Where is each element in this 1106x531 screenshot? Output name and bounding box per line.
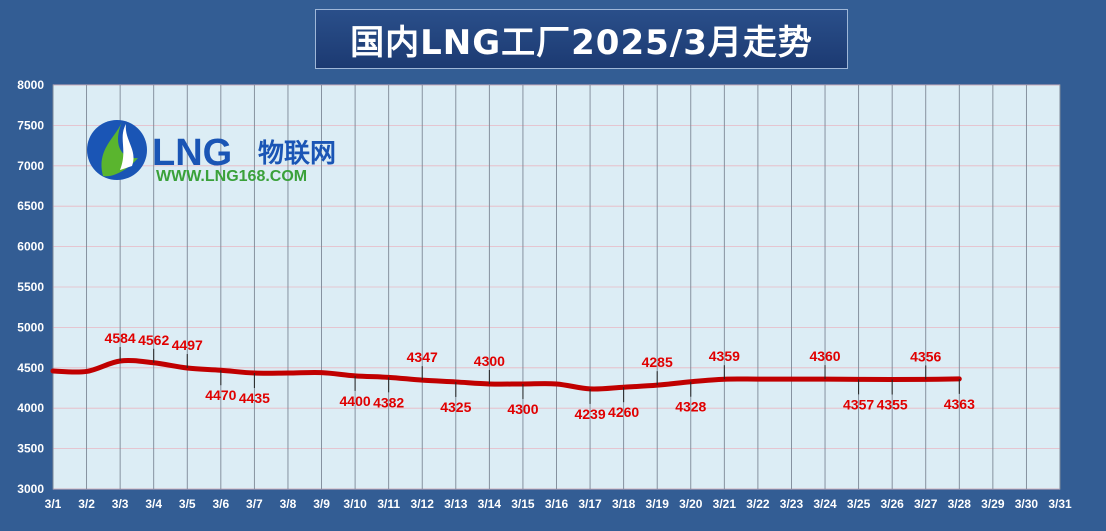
y-tick-label: 6500 — [17, 199, 44, 213]
y-tick-label: 4000 — [17, 401, 44, 415]
lng-logo: LNG 物联网 WWW.LNG168.COM — [87, 120, 336, 185]
logo-url-text: WWW.LNG168.COM — [156, 168, 307, 185]
x-tick-label: 3/2 — [78, 497, 95, 511]
x-tick-label: 3/16 — [545, 497, 569, 511]
y-tick-label: 3500 — [17, 442, 44, 456]
x-tick-label: 3/11 — [377, 497, 400, 511]
x-tick-label: 3/13 — [444, 497, 468, 511]
chart-title-box: 国内LNG工厂2025/3月走势 — [315, 9, 848, 69]
x-tick-label: 3/28 — [948, 497, 972, 511]
data-label: 4355 — [877, 397, 908, 413]
x-tick-label: 3/10 — [343, 497, 367, 511]
y-tick-label: 8000 — [17, 78, 44, 92]
data-label: 4325 — [440, 399, 471, 415]
data-label: 4400 — [340, 393, 371, 409]
y-tick-label: 3000 — [17, 482, 44, 496]
data-label: 4357 — [843, 396, 874, 412]
y-tick-label: 6000 — [17, 240, 44, 254]
chart-title: 国内LNG工厂2025/3月走势 — [350, 22, 813, 63]
data-label: 4328 — [675, 399, 706, 415]
x-tick-label: 3/24 — [813, 497, 837, 511]
data-label: 4300 — [474, 353, 505, 369]
data-label: 4347 — [407, 349, 438, 365]
logo-main-text: LNG — [152, 132, 232, 174]
x-tick-label: 3/18 — [612, 497, 636, 511]
x-tick-label: 3/12 — [411, 497, 435, 511]
data-label: 4435 — [239, 390, 270, 406]
y-axis-ticks: 3000 3500 4000 4500 5000 5500 6000 6500 7000 7500… — [17, 78, 44, 496]
x-tick-label: 3/27 — [914, 497, 938, 511]
y-tick-label: 4500 — [17, 361, 44, 375]
data-label: 4300 — [507, 401, 538, 417]
x-tick-label: 3/29 — [981, 497, 1005, 511]
x-tick-label: 3/7 — [246, 497, 263, 511]
logo-flame-icon — [120, 124, 134, 170]
x-tick-label: 3/4 — [145, 497, 162, 511]
data-label: 4360 — [809, 348, 840, 364]
data-label: 4382 — [373, 394, 404, 410]
x-tick-label: 3/6 — [212, 497, 229, 511]
x-tick-label: 3/8 — [280, 497, 297, 511]
y-tick-label: 5500 — [17, 280, 44, 294]
logo-cn-text: 物联网 — [258, 139, 336, 169]
x-tick-label: 3/15 — [511, 497, 535, 511]
x-tick-label: 3/25 — [847, 497, 871, 511]
x-tick-label: 3/1 — [45, 497, 62, 511]
x-tick-label: 3/23 — [780, 497, 804, 511]
data-label: 4584 — [105, 330, 136, 346]
data-label: 4359 — [709, 348, 740, 364]
data-label: 4285 — [642, 354, 673, 370]
data-label: 4470 — [205, 387, 236, 403]
x-tick-label: 3/14 — [478, 497, 502, 511]
x-tick-label: 3/26 — [880, 497, 904, 511]
x-tick-label: 3/17 — [578, 497, 602, 511]
x-tick-label: 3/31 — [1048, 497, 1072, 511]
x-tick-label: 3/3 — [112, 497, 129, 511]
x-tick-label: 3/22 — [746, 497, 770, 511]
x-axis-ticks: 3/1 3/2 3/3 3/4 3/5 3/6 3/7 3/8 3/9 3/10 3/11 3/12 3… — [45, 497, 1072, 511]
vertical-gridlines — [52, 85, 1061, 489]
data-label: 4260 — [608, 404, 639, 420]
y-tick-label: 7000 — [17, 159, 44, 173]
data-labels: 4584 4562 4497 4470 4435 4400 4382 4347 4325 4300… — [105, 330, 976, 422]
series-line — [50, 358, 962, 392]
data-label: 4239 — [574, 406, 605, 422]
data-label: 4356 — [910, 348, 941, 364]
x-tick-label: 3/20 — [679, 497, 703, 511]
x-tick-label: 3/9 — [313, 497, 330, 511]
y-tick-label: 7500 — [17, 118, 44, 132]
x-tick-label: 3/30 — [1015, 497, 1039, 511]
data-label: 4562 — [138, 332, 169, 348]
x-tick-label: 3/5 — [179, 497, 196, 511]
data-label: 4497 — [172, 337, 203, 353]
x-tick-label: 3/19 — [646, 497, 670, 511]
x-tick-label: 3/21 — [713, 497, 737, 511]
data-label: 4363 — [944, 396, 975, 412]
y-tick-label: 5000 — [17, 320, 44, 334]
label-leader-lines — [119, 347, 960, 404]
